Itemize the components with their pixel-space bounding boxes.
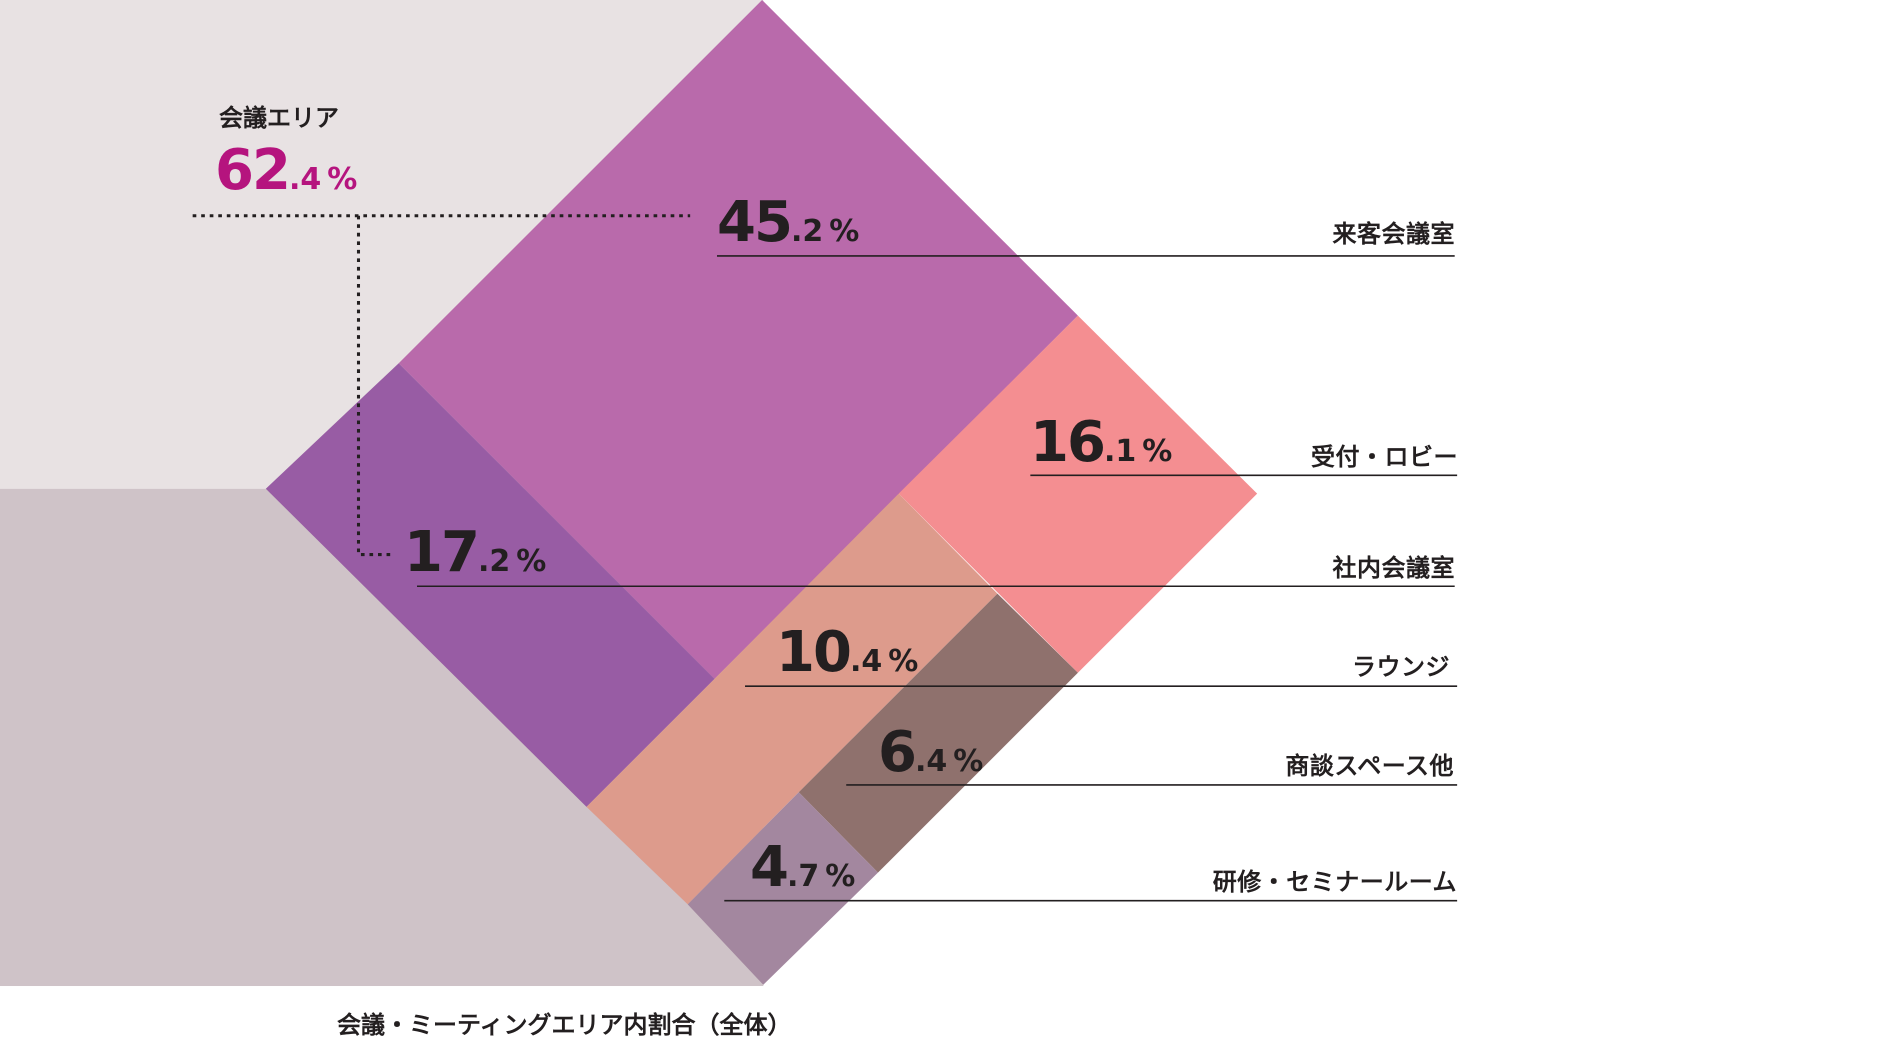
value-internal-meeting-room: 17.2% — [404, 520, 546, 585]
value-unit: % — [829, 214, 860, 249]
value-reception-lobby: 16.1% — [1030, 410, 1172, 475]
segment-training-seminar-room[interactable] — [687, 792, 878, 985]
chart-caption: 会議・ミーティングエリア内割合（全体） — [337, 1011, 792, 1039]
value-dec: .2 — [477, 544, 511, 579]
segment-business-talk-space[interactable] — [798, 593, 1078, 873]
value-int: 6 — [878, 720, 917, 785]
group-value-dec: .4 — [288, 162, 322, 197]
category-label-guest-meeting-room: 来客会議室 — [1332, 220, 1455, 248]
group-value-unit: % — [327, 162, 358, 197]
category-label-reception-lobby: 受付・ロビー — [1311, 443, 1458, 471]
segment-lounge[interactable] — [586, 493, 998, 905]
value-dec: .2 — [790, 214, 824, 249]
value-dec: .1 — [1103, 434, 1137, 469]
category-label-business-talk-space: 商談スペース他 — [1285, 752, 1454, 780]
category-label-lounge: ラウンジ — [1352, 653, 1450, 681]
value-int: 16 — [1030, 410, 1106, 475]
segment-internal-meeting-room[interactable] — [265, 363, 715, 807]
group-value: 62.4% — [215, 138, 357, 203]
value-guest-meeting-room: 45.2% — [717, 190, 859, 255]
value-dec: .7 — [786, 859, 820, 894]
group-connector-branch — [356, 215, 393, 557]
value-unit: % — [1142, 434, 1173, 469]
value-unit: % — [888, 644, 919, 679]
value-dec: .4 — [849, 644, 883, 679]
value-dec: .4 — [914, 744, 948, 779]
segment-reception-lobby[interactable] — [898, 315, 1258, 673]
value-unit: % — [953, 744, 984, 779]
value-int: 17 — [404, 520, 480, 585]
value-unit: % — [825, 859, 856, 894]
category-label-internal-meeting-room: 社内会議室 — [1332, 554, 1455, 582]
value-business-talk-space: 6.4% — [878, 720, 983, 785]
value-int: 10 — [776, 620, 852, 685]
segment-guest-meeting-room[interactable] — [398, 0, 1078, 679]
group-value-int: 62 — [215, 138, 291, 203]
value-int: 4 — [750, 835, 789, 900]
value-unit: % — [516, 544, 547, 579]
category-label-training-seminar-room: 研修・セミナールーム — [1212, 868, 1457, 896]
group-label: 会議エリア — [219, 104, 339, 132]
value-lounge: 10.4% — [776, 620, 918, 685]
value-training-seminar-room: 4.7% — [750, 835, 855, 900]
value-int: 45 — [717, 190, 793, 255]
